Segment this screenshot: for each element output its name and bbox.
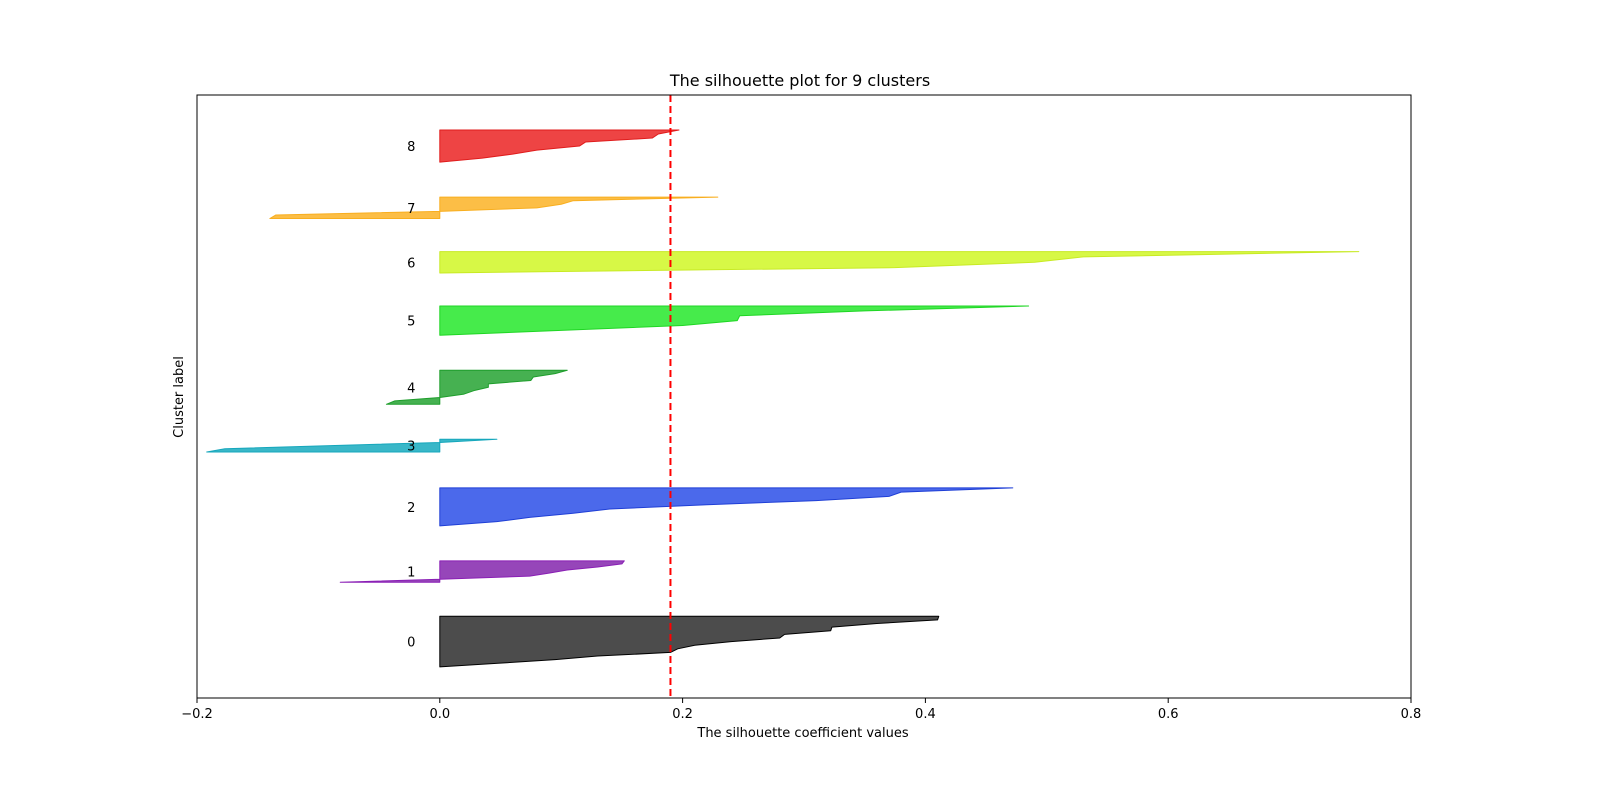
cluster-label-8: 8: [407, 140, 415, 155]
x-axis-ticks: −0.2 0.0 0.2 0.4 0.6 0.8: [181, 698, 1421, 722]
silhouette-cluster-5: [439, 305, 1030, 336]
x-tick-label: 0.6: [1158, 707, 1179, 722]
cluster-label-3: 3: [407, 440, 415, 455]
silhouette-cluster-7: [269, 196, 719, 220]
x-tick-label: 0.4: [915, 707, 936, 722]
silhouette-cluster-0: [439, 615, 940, 668]
silhouette-cluster-4: [385, 369, 568, 405]
cluster-label-2: 2: [407, 501, 415, 516]
cluster-labels: 0 1 2 3 4 5 6 7 8: [407, 140, 415, 651]
y-axis-label: Cluster label: [172, 356, 187, 438]
cluster-label-0: 0: [407, 636, 415, 651]
silhouette-cluster-6: [439, 251, 1360, 274]
x-tick-label: 0.2: [672, 707, 693, 722]
x-tick-label: −0.2: [181, 707, 213, 722]
cluster-label-7: 7: [407, 202, 415, 217]
plot-frame: [196, 94, 1412, 699]
cluster-label-6: 6: [407, 256, 415, 271]
cluster-label-1: 1: [407, 566, 415, 581]
cluster-label-5: 5: [407, 315, 415, 330]
silhouette-cluster-2: [439, 487, 1014, 527]
silhouette-cluster-8: [439, 129, 680, 163]
x-axis-label: The silhouette coefficient values: [696, 726, 908, 741]
silhouette-cluster-3: [206, 438, 498, 453]
silhouette-clusters: [206, 129, 1360, 668]
cluster-label-4: 4: [407, 381, 415, 396]
x-tick-label: 0.0: [429, 707, 450, 722]
x-tick-label: 0.8: [1401, 707, 1422, 722]
chart-title: The silhouette plot for 9 clusters: [669, 71, 930, 90]
silhouette-cluster-1: [339, 560, 625, 583]
